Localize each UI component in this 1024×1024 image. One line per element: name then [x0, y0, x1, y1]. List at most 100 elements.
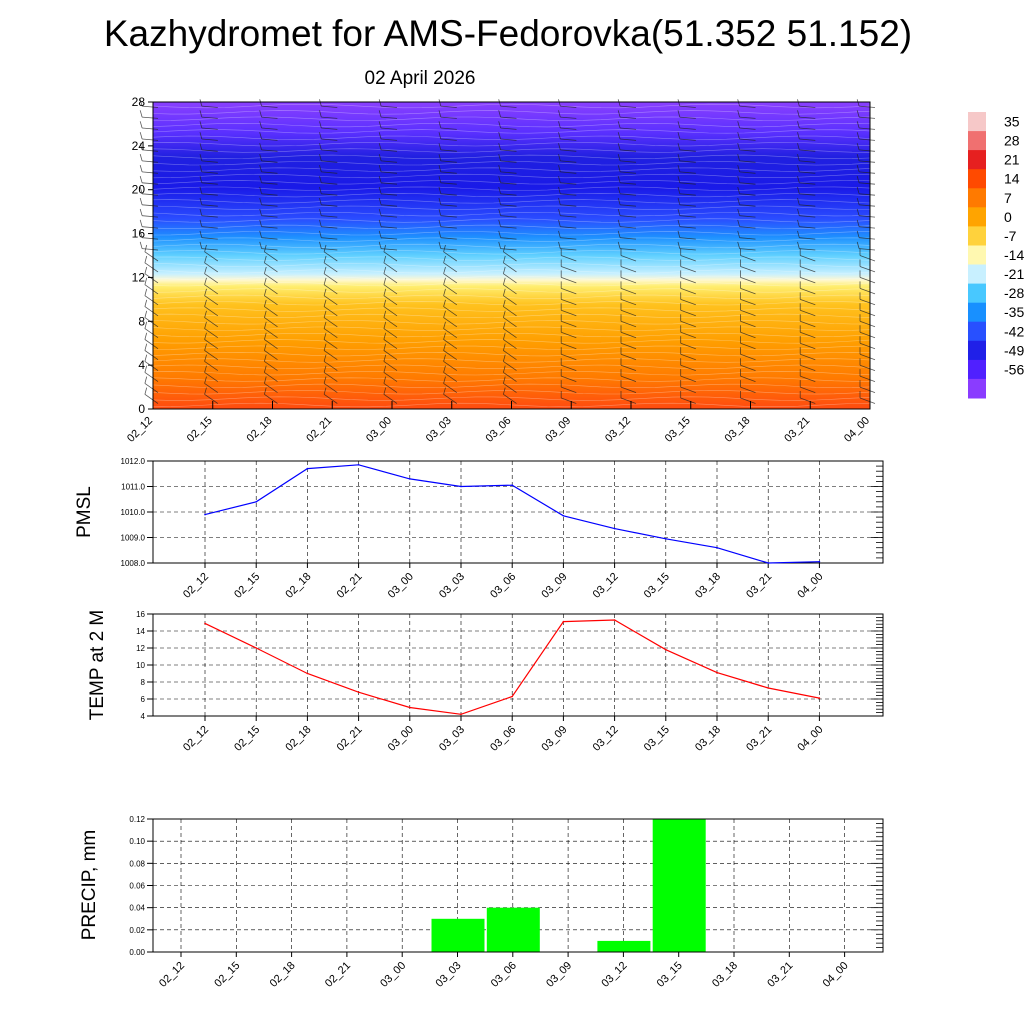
- wind-barb-shaft: [620, 215, 637, 218]
- heatmap-y-axis: 0 4 8 12 16 20 24 28: [132, 95, 153, 416]
- wind-barb-flag: [558, 99, 561, 107]
- wind-barb-shaft: [144, 393, 159, 404]
- wind-barb-shaft: [859, 215, 876, 218]
- wind-barb-shaft: [264, 383, 278, 393]
- colorbar-swatch: [968, 359, 986, 380]
- wind-barb-shaft: [620, 193, 637, 196]
- wind-barb-shaft: [383, 383, 398, 393]
- isotherm-line: [152, 199, 871, 204]
- x-tick-label: 03_21: [744, 571, 774, 601]
- wind-barb-flag: [319, 99, 322, 107]
- wind-barb-shaft: [500, 215, 517, 218]
- wind-barb-shaft: [321, 105, 338, 108]
- wind-barb-shaft: [799, 237, 816, 240]
- wind-barb-shaft: [144, 262, 159, 273]
- wind-barb-flag: [503, 288, 506, 296]
- wind-barb-shaft: [560, 116, 577, 119]
- colorbar-label: -21: [1004, 266, 1024, 282]
- wind-barb-shaft: [620, 353, 637, 361]
- wind-barb-shaft: [620, 397, 637, 404]
- colorbar-swatch: [968, 226, 986, 246]
- wind-barb-shaft: [440, 182, 457, 185]
- temp-point: [306, 672, 309, 675]
- wind-barb-shaft: [500, 160, 517, 163]
- wind-barb-shaft: [679, 204, 696, 207]
- wind-barb-flag: [199, 208, 203, 216]
- wind-barb-shaft: [144, 295, 159, 306]
- wind-barb-shaft: [381, 237, 398, 240]
- colorbar-label: -56: [1004, 361, 1024, 377]
- wind-barb-flag: [503, 321, 506, 329]
- wind-barb-shaft: [561, 375, 577, 382]
- wind-barb-flag: [264, 387, 267, 395]
- wind-barb-shaft: [560, 182, 577, 185]
- wind-barb-shaft: [800, 375, 816, 382]
- wind-barb-shaft: [500, 127, 517, 130]
- wind-barb-shaft: [142, 204, 159, 207]
- wind-barb-flag: [204, 244, 207, 252]
- wind-barb-flag: [378, 219, 382, 227]
- wind-barb-flag: [259, 99, 262, 107]
- wind-barb-flag: [383, 266, 387, 274]
- wind-barb-flag: [264, 365, 267, 373]
- wind-barb-flag: [438, 132, 442, 140]
- wind-barb-flag: [378, 164, 382, 173]
- wind-barb-shaft: [859, 331, 876, 339]
- colorbar-label: -28: [1004, 285, 1024, 301]
- precip-bars: [431, 819, 706, 953]
- isotherm-line: [152, 326, 871, 331]
- isotherm-line: [152, 148, 871, 153]
- isotherm-line: [152, 301, 871, 306]
- wind-barb-shaft: [264, 284, 278, 295]
- wind-barb-shaft: [383, 273, 398, 284]
- wind-barb-shaft: [859, 299, 876, 306]
- wind-barb-flag: [383, 310, 387, 318]
- wind-barb-shaft: [620, 171, 637, 174]
- wind-barb-flag: [139, 132, 143, 140]
- isotherm-line: [152, 116, 871, 121]
- wind-barb-shaft: [144, 284, 159, 295]
- wind-barb-shaft: [560, 248, 577, 251]
- wind-barb-shaft: [799, 193, 816, 196]
- precip-ylabel: PRECIP, mm: [79, 830, 100, 941]
- wind-barb-shaft: [323, 262, 338, 273]
- wind-barb-shaft: [800, 255, 816, 262]
- pmsl-x-axis: 02_12 02_15 02_18 02_21 03_00 03_03 03_06 03_09…: [181, 563, 826, 601]
- wind-barb-flag: [498, 197, 501, 205]
- wind-barb-flag: [438, 208, 442, 216]
- wind-barb-flag: [259, 197, 262, 205]
- wind-barb-shaft: [201, 204, 218, 207]
- wind-barb-flag: [503, 266, 506, 274]
- wind-barb-flag: [319, 110, 322, 118]
- wind-barb-flag: [264, 255, 267, 263]
- y-tick-label: 1011.0: [121, 483, 145, 492]
- x-tick-label: 02_18: [283, 571, 313, 601]
- wind-barb-shaft: [381, 215, 398, 218]
- x-tick-label: 03_06: [488, 571, 518, 601]
- wind-barb-shaft: [739, 127, 756, 130]
- wind-barb-shaft: [381, 105, 398, 108]
- wind-barb-flag: [617, 197, 621, 205]
- wind-barb-shaft: [144, 361, 159, 371]
- wind-barb-shaft: [381, 193, 398, 196]
- wind-barb-flag: [139, 230, 143, 238]
- wind-barb-shaft: [859, 353, 876, 361]
- wind-barb-shaft: [144, 339, 159, 350]
- temperature-heatmap: [153, 102, 870, 409]
- wind-barb-flag: [139, 153, 143, 162]
- wind-barb-shaft: [204, 295, 219, 306]
- wind-barb-shaft: [261, 105, 278, 108]
- x-tick-label: 02_15: [212, 960, 242, 990]
- wind-barb-flag: [264, 310, 267, 318]
- wind-barb-shaft: [261, 248, 278, 251]
- isotherm-line: [152, 371, 871, 376]
- wind-barb-shaft: [323, 317, 338, 328]
- wind-barb-flag: [259, 153, 262, 162]
- wind-barb-shaft: [383, 284, 398, 295]
- wind-barb-shaft: [383, 393, 398, 404]
- precip-bar: [431, 918, 485, 953]
- wind-barb-shaft: [740, 397, 756, 404]
- wind-barb-flag: [617, 219, 621, 227]
- wind-barb-flag: [856, 99, 860, 107]
- wind-barb-shaft: [620, 331, 637, 339]
